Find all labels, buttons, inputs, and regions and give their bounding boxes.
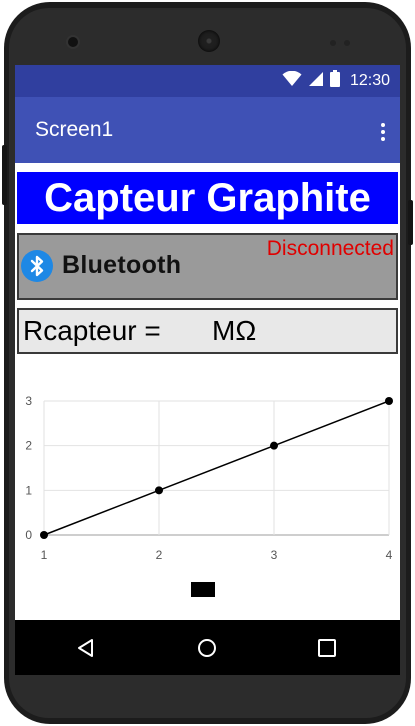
wifi-icon xyxy=(282,70,302,92)
app-bar: Screen1 xyxy=(15,97,400,163)
status-icons: 12:30 xyxy=(282,65,390,97)
power-button xyxy=(408,200,413,245)
bluetooth-icon xyxy=(21,250,53,282)
x-tick-label: 2 xyxy=(156,548,163,562)
proximity-sensor xyxy=(330,40,336,46)
overflow-menu-icon[interactable] xyxy=(380,123,386,141)
connection-status: Disconnected xyxy=(266,237,394,260)
data-point xyxy=(40,531,48,539)
y-tick-label: 0 xyxy=(25,528,32,542)
back-icon[interactable] xyxy=(73,620,99,675)
resistance-readout: Rcapteur = MΩ xyxy=(17,308,398,354)
x-tick-label: 4 xyxy=(386,548,393,562)
screen: 12:30 Screen1 Capteur Graphite Bluetooth… xyxy=(15,65,400,620)
home-icon[interactable] xyxy=(194,620,220,675)
earpiece-speaker xyxy=(198,30,220,52)
bluetooth-label: Bluetooth xyxy=(62,251,182,279)
data-point xyxy=(270,441,278,450)
front-camera xyxy=(68,37,78,47)
cell-signal-icon xyxy=(308,71,324,92)
light-sensor xyxy=(344,40,350,46)
x-tick-label: 1 xyxy=(41,548,48,562)
y-tick-label: 2 xyxy=(25,439,32,453)
y-tick-label: 1 xyxy=(25,483,32,497)
resistance-unit: MΩ xyxy=(212,315,257,346)
legend-swatch xyxy=(191,582,215,597)
data-point xyxy=(155,486,163,495)
app-title: Screen1 xyxy=(35,118,114,141)
resistance-label: Rcapteur = xyxy=(23,315,161,346)
data-point xyxy=(385,397,393,405)
title-banner: Capteur Graphite xyxy=(17,172,398,224)
y-tick-label: 3 xyxy=(25,394,32,408)
x-tick-label: 3 xyxy=(271,548,278,562)
volume-button xyxy=(2,145,7,205)
battery-icon xyxy=(329,70,340,92)
recents-icon[interactable] xyxy=(314,620,340,675)
navigation-bar xyxy=(15,620,400,675)
series-line xyxy=(43,400,390,536)
status-bar: 12:30 xyxy=(15,65,400,97)
bluetooth-button[interactable]: Bluetooth Disconnected xyxy=(17,233,398,300)
status-clock: 12:30 xyxy=(349,72,390,89)
